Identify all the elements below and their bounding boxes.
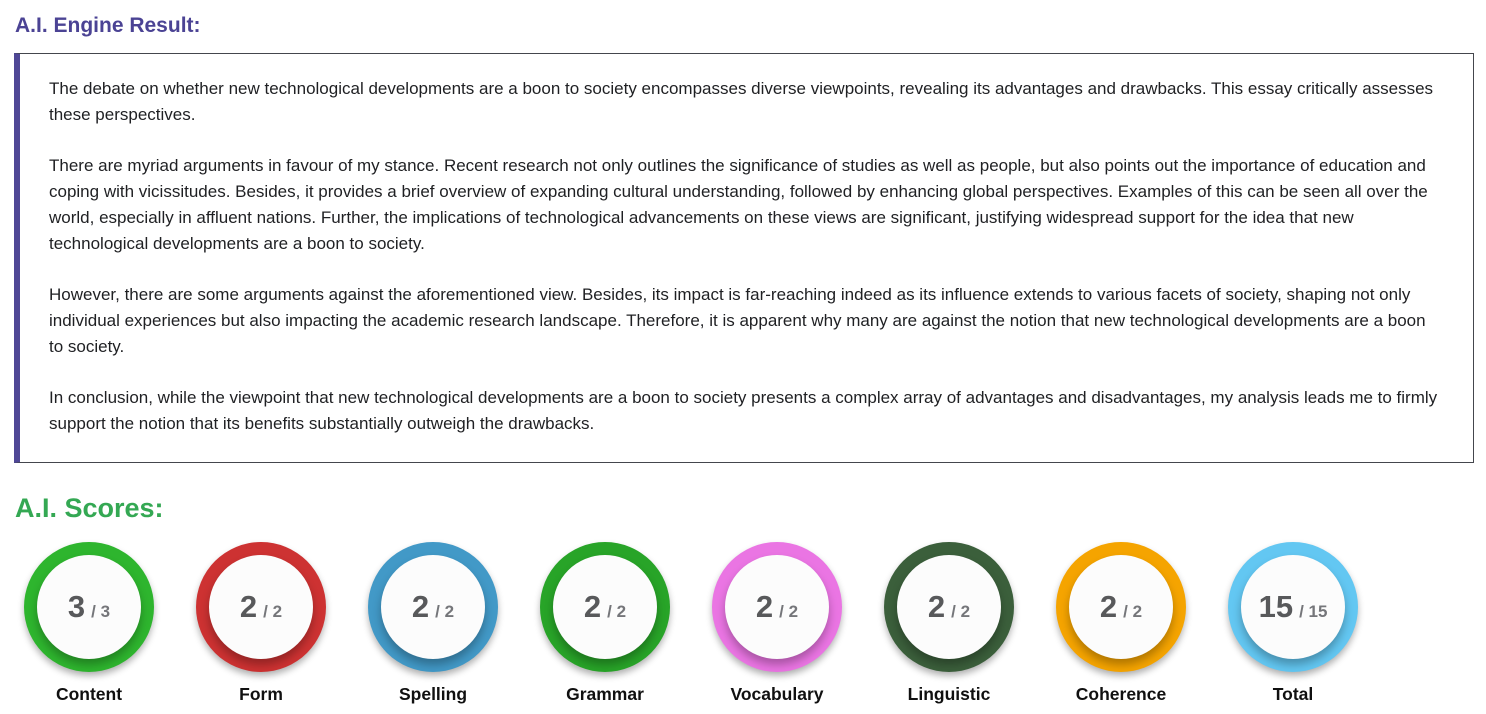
score-ring: 15 / 15: [1228, 542, 1358, 672]
score-max: / 3: [91, 602, 111, 621]
score-inner-circle: 15 / 15: [1241, 555, 1345, 659]
score-ring: 2 / 2: [540, 542, 670, 672]
score-inner-circle: 2 / 2: [1069, 555, 1173, 659]
score-text: 2 / 2: [412, 589, 454, 625]
score-label: Linguistic: [907, 684, 991, 704]
score-max: / 2: [263, 602, 283, 621]
score-item-total: 15 / 15 Total: [1207, 542, 1379, 705]
scores-row: 3 / 3 Content 2 / 2 Form 2 / 2: [0, 542, 1486, 705]
score-item-coherence: 2 / 2 Coherence: [1035, 542, 1207, 705]
score-max: / 2: [607, 602, 627, 621]
score-max: / 2: [951, 602, 971, 621]
score-value: 3: [67, 589, 86, 624]
score-ring: 2 / 2: [1056, 542, 1186, 672]
score-value: 15: [1258, 589, 1294, 624]
score-max: / 2: [435, 602, 455, 621]
score-ring: 2 / 2: [712, 542, 842, 672]
essay-paragraph-1: The debate on whether new technological …: [49, 79, 1434, 124]
score-inner-circle: 2 / 2: [725, 555, 829, 659]
score-inner-circle: 3 / 3: [37, 555, 141, 659]
score-ring: 2 / 2: [368, 542, 498, 672]
score-label: Total: [1272, 684, 1314, 704]
score-ring: 2 / 2: [196, 542, 326, 672]
score-value: 2: [755, 589, 774, 624]
score-label: Spelling: [398, 684, 468, 704]
score-max: / 2: [1123, 602, 1143, 621]
score-label: Vocabulary: [730, 684, 824, 704]
score-item-content: 3 / 3 Content: [3, 542, 175, 705]
score-item-vocabulary: 2 / 2 Vocabulary: [691, 542, 863, 705]
score-item-spelling: 2 / 2 Spelling: [347, 542, 519, 705]
score-item-grammar: 2 / 2 Grammar: [519, 542, 691, 705]
score-max: / 2: [779, 602, 799, 621]
score-inner-circle: 2 / 2: [209, 555, 313, 659]
score-label: Content: [55, 684, 123, 704]
score-text: 2 / 2: [928, 589, 970, 625]
score-value: 2: [239, 589, 258, 624]
essay-paragraph-2: There are myriad arguments in favour of …: [49, 156, 1428, 253]
ai-scores-title: A.I. Scores:: [15, 493, 164, 523]
score-text: 3 / 3: [68, 589, 110, 625]
score-text: 2 / 2: [1100, 589, 1142, 625]
score-value: 2: [411, 589, 430, 624]
score-inner-circle: 2 / 2: [897, 555, 1001, 659]
score-text: 2 / 2: [240, 589, 282, 625]
score-value: 2: [1099, 589, 1118, 624]
score-text: 2 / 2: [756, 589, 798, 625]
score-text: 2 / 2: [584, 589, 626, 625]
score-value: 2: [927, 589, 946, 624]
essay-paragraph-3: However, there are some arguments agains…: [49, 285, 1426, 356]
score-label: Grammar: [566, 684, 644, 704]
score-value: 2: [583, 589, 602, 624]
score-inner-circle: 2 / 2: [553, 555, 657, 659]
score-inner-circle: 2 / 2: [381, 555, 485, 659]
engine-result-title: A.I. Engine Result:: [15, 14, 201, 37]
score-text: 15 / 15: [1259, 589, 1328, 625]
essay-paragraph-4: In conclusion, while the viewpoint that …: [49, 388, 1438, 433]
essay-result-box: The debate on whether new technological …: [14, 53, 1474, 463]
score-label: Form: [239, 684, 283, 704]
score-label: Coherence: [1075, 684, 1167, 704]
score-item-linguistic: 2 / 2 Linguistic: [863, 542, 1035, 705]
ai-result-page: A.I. Engine Result: The debate on whethe…: [0, 14, 1486, 705]
score-item-form: 2 / 2 Form: [175, 542, 347, 705]
score-max: / 15: [1299, 602, 1328, 621]
score-ring: 3 / 3: [24, 542, 154, 672]
score-ring: 2 / 2: [884, 542, 1014, 672]
